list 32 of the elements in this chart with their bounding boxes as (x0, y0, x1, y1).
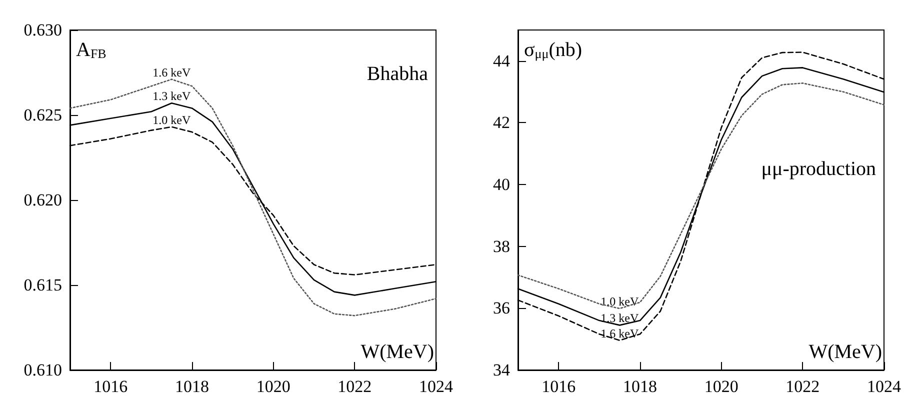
x-tick-label: 1020 (256, 377, 290, 396)
x-tick-label: 1022 (338, 377, 372, 396)
y-tick-label: 0.615 (24, 276, 62, 294)
annotation: 1.3 keV (152, 89, 191, 104)
x-tick-label: 1020 (704, 377, 738, 396)
y-tick-label: 0.610 (24, 360, 62, 380)
annotation: 1.0 keV (600, 294, 639, 308)
y-tick-label: 0.630 (24, 20, 62, 40)
annotation: μμ-production (761, 158, 876, 180)
y-tick-label: 0.625 (24, 106, 62, 124)
x-tick-label: 1016 (94, 377, 128, 396)
y-tick-label: 34 (493, 360, 510, 380)
y-tick-label: 40 (493, 175, 510, 194)
x-tick-label: 1022 (786, 377, 820, 396)
line-series (69, 78, 437, 316)
y-tick-label: 36 (493, 298, 510, 318)
y-axis-title: AFB (76, 39, 107, 61)
x-tick-label: 1018 (623, 377, 657, 396)
x-tick-label: 1016 (542, 377, 576, 396)
y-tick-label: 42 (493, 113, 510, 132)
x-tick-label: 1024 (867, 377, 902, 396)
x-axis-title: W(MeV) (808, 341, 882, 363)
x-axis-title: W(MeV) (360, 341, 434, 363)
y-tick-label: 38 (493, 236, 510, 256)
annotation: 1.0 keV (152, 112, 191, 127)
y-tick-label: 44 (493, 51, 510, 70)
x-tick-label: 1018 (175, 377, 209, 396)
annotation: 1.6 keV (152, 65, 191, 80)
y-axis-title: σμμ(nb) (524, 39, 582, 61)
annotation: Bhabha (366, 63, 428, 85)
x-tick-label: 1024 (419, 377, 454, 396)
y-tick-label: 0.620 (24, 190, 62, 210)
